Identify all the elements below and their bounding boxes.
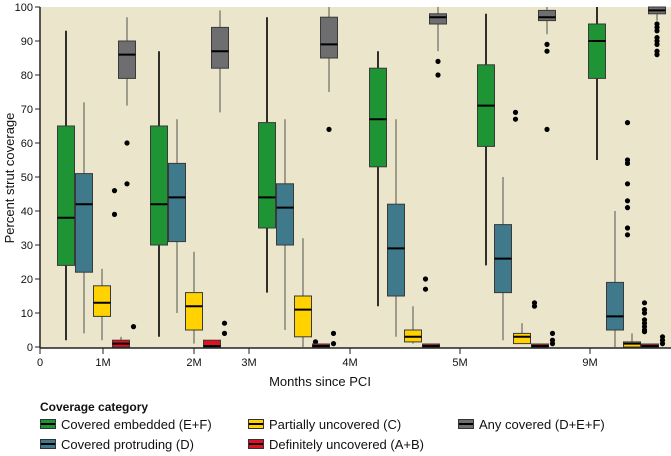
box-covered-protruding-d bbox=[168, 162, 186, 243]
outlier-point bbox=[641, 300, 648, 306]
outlier-point bbox=[531, 300, 538, 306]
x-tick-label: 9M bbox=[582, 357, 597, 369]
legend-label: Covered protruding (D) bbox=[61, 436, 194, 452]
outlier-point bbox=[124, 140, 130, 146]
outlier-point bbox=[544, 48, 550, 54]
x-axis-title: Months since PCI bbox=[269, 374, 371, 389]
outlier-point bbox=[435, 58, 441, 64]
box-any-covered-d-e-f bbox=[320, 16, 338, 59]
box-any-covered-d-e-f bbox=[211, 26, 229, 69]
box-covered-embedded-e-f bbox=[588, 23, 606, 79]
y-tick-label: 30 bbox=[21, 240, 33, 252]
y-axis-title: Percent strut coverage bbox=[2, 113, 17, 244]
legend-item-any-covered: Any covered (D+E+F) bbox=[458, 416, 658, 432]
x-tick-label: 3M bbox=[241, 357, 256, 369]
x-tick-label: 0 bbox=[37, 357, 43, 369]
legend-label: Definitely uncovered (A+B) bbox=[269, 436, 424, 452]
legend-swatch-embedded bbox=[40, 419, 56, 429]
outlier-point bbox=[654, 35, 660, 41]
x-tick-label: 1M bbox=[95, 357, 110, 369]
legend-swatch-any-covered bbox=[458, 419, 474, 429]
x-tick-label: 4M bbox=[342, 357, 357, 369]
legend-swatch-partially-uncovered bbox=[248, 419, 264, 429]
legend-item-partially-uncovered: Partially uncovered (C) bbox=[248, 416, 458, 432]
y-tick-label: 10 bbox=[21, 308, 33, 320]
outlier-point bbox=[221, 330, 228, 336]
y-tick-label: 50 bbox=[21, 172, 33, 184]
box-covered-protruding-d bbox=[276, 183, 294, 246]
legend-title: Coverage category bbox=[40, 400, 149, 414]
outlier-point bbox=[326, 126, 332, 132]
y-tick-label: 80 bbox=[21, 70, 33, 82]
outlier-point bbox=[544, 126, 550, 132]
y-tick-label: 70 bbox=[21, 104, 33, 116]
outlier-point bbox=[624, 157, 631, 163]
box-covered-protruding-d bbox=[387, 203, 405, 297]
y-tick-label: 90 bbox=[21, 36, 33, 48]
outlier-point bbox=[221, 320, 228, 326]
outlier-point bbox=[512, 109, 519, 115]
legend-item-protruding: Covered protruding (D) bbox=[40, 436, 248, 452]
plot-background bbox=[40, 7, 671, 348]
box-any-covered-d-e-f bbox=[429, 13, 447, 25]
box-covered-embedded-e-f bbox=[369, 67, 387, 168]
outlier-point bbox=[659, 334, 666, 340]
outlier-point bbox=[422, 286, 429, 292]
box-partially-uncovered-c bbox=[93, 285, 111, 317]
outlier-point bbox=[624, 205, 631, 211]
box-covered-embedded-e-f bbox=[57, 125, 75, 266]
outlier-point bbox=[624, 120, 631, 126]
box-plot-chart: 0 10 20 30 40 50 60 70 80 90 100 0 1M 2M 3M 4M 5M 9M Mon… bbox=[2, 2, 671, 389]
box-any-covered-d-e-f bbox=[538, 9, 556, 22]
y-tick-label: 60 bbox=[21, 138, 33, 150]
outlier-point bbox=[435, 72, 441, 78]
outlier-point bbox=[641, 310, 648, 316]
legend-swatch-protruding bbox=[40, 439, 56, 449]
box-covered-embedded-e-f bbox=[258, 122, 276, 229]
outlier-point bbox=[512, 116, 519, 122]
outlier-point bbox=[330, 341, 337, 347]
legend-label: Partially uncovered (C) bbox=[269, 416, 402, 432]
outlier-point bbox=[624, 232, 631, 238]
box-partially-uncovered-c bbox=[294, 295, 312, 338]
box-covered-protruding-d bbox=[75, 173, 93, 273]
x-tick-label: 2M bbox=[186, 357, 201, 369]
box-covered-protruding-d bbox=[606, 281, 624, 331]
outlier-point bbox=[130, 324, 137, 330]
box-partially-uncovered-c bbox=[185, 292, 203, 331]
outlier-point bbox=[111, 188, 118, 194]
legend-item-definitely-uncovered: Definitely uncovered (A+B) bbox=[248, 436, 458, 452]
outlier-point bbox=[422, 276, 429, 282]
x-tick-label: 5M bbox=[452, 357, 467, 369]
outlier-point bbox=[641, 329, 648, 335]
outlier-point bbox=[624, 181, 631, 187]
outlier-point bbox=[654, 21, 660, 27]
box-covered-embedded-e-f bbox=[150, 125, 168, 246]
outlier-point bbox=[549, 330, 556, 336]
outlier-point bbox=[654, 48, 660, 54]
y-tick-label: 20 bbox=[21, 274, 33, 286]
outlier-point bbox=[124, 181, 130, 187]
legend: Coverage category Covered embedded (E+F)… bbox=[40, 400, 658, 452]
legend-item-embedded: Covered embedded (E+F) bbox=[40, 416, 248, 432]
legend-swatch-definitely-uncovered bbox=[248, 439, 264, 449]
outlier-point bbox=[544, 41, 550, 48]
outlier-point bbox=[312, 339, 319, 345]
outlier-point bbox=[624, 225, 631, 231]
legend-label: Covered embedded (E+F) bbox=[61, 416, 212, 432]
outlier-point bbox=[330, 330, 337, 336]
y-tick-label: 0 bbox=[27, 342, 33, 354]
outlier-point bbox=[111, 211, 118, 217]
y-tick-label: 100 bbox=[15, 2, 33, 14]
outlier-point bbox=[624, 198, 631, 204]
outlier-point bbox=[549, 337, 556, 343]
legend-label: Any covered (D+E+F) bbox=[479, 416, 605, 432]
box-partially-uncovered-c bbox=[513, 332, 531, 345]
y-tick-label: 40 bbox=[21, 206, 33, 218]
box-any-covered-d-e-f bbox=[118, 40, 136, 79]
